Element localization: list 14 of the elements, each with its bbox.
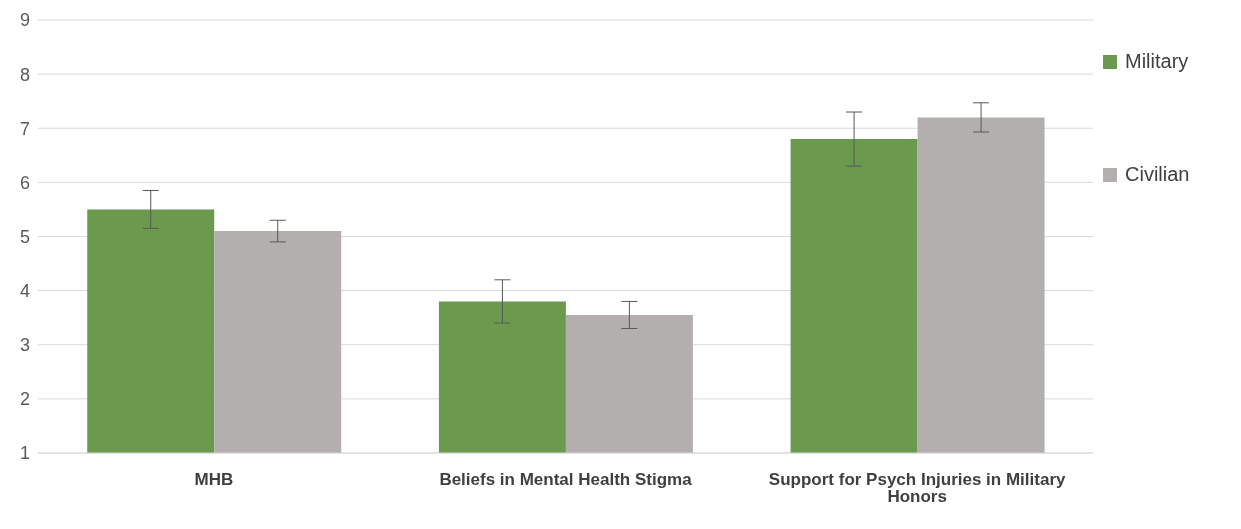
y-tick-label: 4 (19, 281, 30, 302)
y-tick-label: 1 (19, 443, 30, 464)
y-tick-label: 6 (19, 172, 30, 193)
x-tick-label: Support for Psych Injuries in Military Honors (768, 470, 1067, 507)
legend-label: Military (1125, 50, 1189, 73)
y-tick-label: 5 (19, 226, 30, 247)
y-tick-label: 3 (19, 335, 30, 356)
y-tick-label: 7 (19, 118, 30, 139)
legend-label: Civilian (1125, 163, 1190, 186)
y-tick-label: 9 (19, 10, 30, 31)
x-tick-label: Beliefs in Mental Health Stigma (439, 470, 693, 490)
y-tick-label: 2 (19, 389, 30, 410)
y-tick-label: 8 (19, 64, 30, 85)
x-tick-label: MHB (194, 470, 234, 490)
